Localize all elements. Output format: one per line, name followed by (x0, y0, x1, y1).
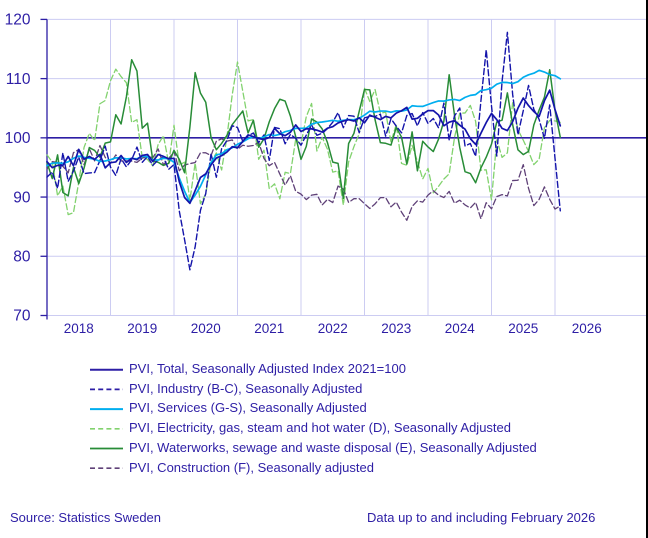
svg-text:120: 120 (5, 12, 31, 29)
svg-text:2021: 2021 (254, 321, 284, 336)
svg-text:2023: 2023 (381, 321, 411, 336)
svg-text:100: 100 (5, 130, 31, 147)
svg-text:90: 90 (13, 189, 31, 206)
svg-text:2018: 2018 (64, 321, 94, 336)
svg-text:2020: 2020 (191, 321, 221, 336)
svg-text:2026: 2026 (572, 321, 602, 336)
svg-text:110: 110 (6, 71, 31, 88)
svg-text:2025: 2025 (508, 321, 538, 336)
svg-text:80: 80 (13, 248, 31, 265)
svg-text:2019: 2019 (127, 321, 157, 336)
svg-text:2024: 2024 (445, 321, 476, 336)
svg-text:70: 70 (13, 308, 31, 325)
svg-text:2022: 2022 (318, 321, 348, 336)
